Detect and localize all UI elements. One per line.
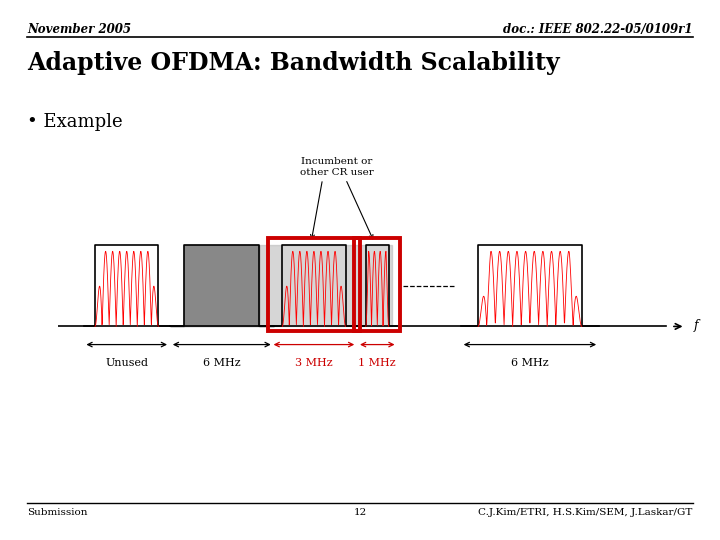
Text: 3 MHz: 3 MHz <box>295 358 333 368</box>
Text: • Example: • Example <box>27 113 123 131</box>
Bar <box>268 238 360 331</box>
Text: 1 MHz: 1 MHz <box>359 358 396 368</box>
Polygon shape <box>259 245 392 326</box>
Text: 6 MHz: 6 MHz <box>203 358 240 368</box>
Text: 12: 12 <box>354 508 366 517</box>
Text: Adaptive OFDMA: Bandwidth Scalability: Adaptive OFDMA: Bandwidth Scalability <box>27 51 560 75</box>
Text: 6 MHz: 6 MHz <box>511 358 549 368</box>
Text: November 2005: November 2005 <box>27 23 131 36</box>
Text: Submission: Submission <box>27 508 88 517</box>
Text: f: f <box>694 319 698 332</box>
Polygon shape <box>170 245 274 326</box>
Text: C.J.Kim/ETRI, H.S.Kim/SEM, J.Laskar/GT: C.J.Kim/ETRI, H.S.Kim/SEM, J.Laskar/GT <box>478 508 693 517</box>
Text: doc.: IEEE 802.22-05/0109r1: doc.: IEEE 802.22-05/0109r1 <box>503 23 693 36</box>
Text: Unused: Unused <box>105 358 148 368</box>
Bar <box>354 238 400 331</box>
Text: Incumbent or
other CR user: Incumbent or other CR user <box>300 157 374 177</box>
